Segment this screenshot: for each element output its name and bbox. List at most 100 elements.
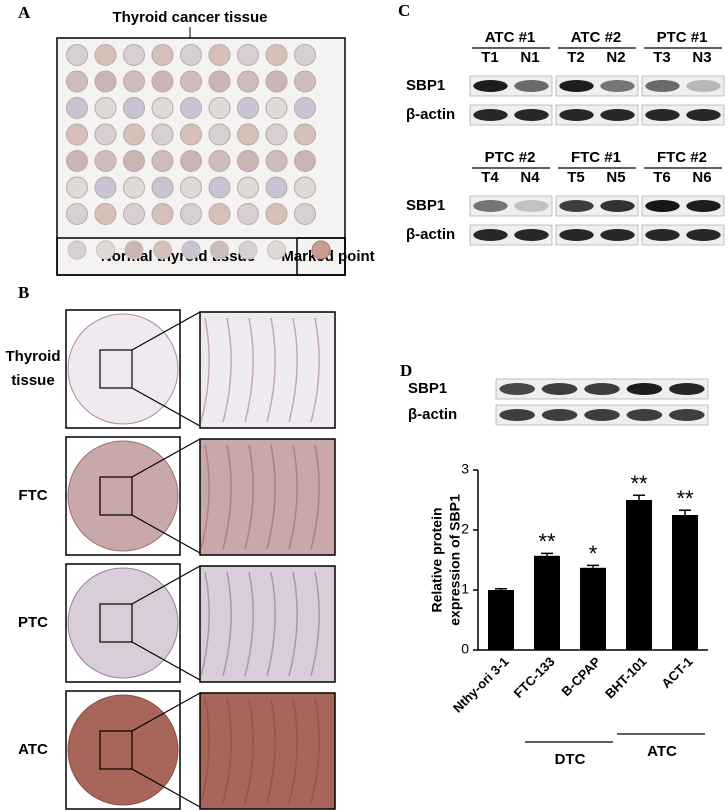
band	[473, 200, 508, 212]
tissue-texture	[222, 571, 232, 677]
core	[180, 176, 202, 199]
lane-label: T4	[481, 169, 499, 186]
core	[94, 176, 117, 199]
marked-core	[311, 240, 331, 260]
lane-label: T6	[653, 169, 671, 186]
tissue-texture	[288, 317, 298, 423]
core	[66, 123, 88, 146]
lane-label: N5	[606, 169, 625, 186]
band	[473, 109, 508, 121]
core	[237, 97, 259, 119]
lane-label: N1	[520, 49, 539, 66]
core	[210, 240, 229, 260]
bar	[488, 590, 514, 650]
tissue-texture	[310, 571, 320, 677]
core	[180, 123, 202, 146]
core	[265, 44, 288, 66]
y-axis-label: Relative protein	[429, 507, 445, 612]
core	[294, 70, 316, 93]
core	[208, 150, 231, 172]
error-bar	[679, 509, 691, 515]
zoom-line	[131, 438, 201, 478]
band	[514, 109, 549, 121]
zoom-line	[131, 768, 201, 808]
core	[180, 70, 202, 93]
band	[600, 200, 635, 212]
core	[294, 123, 316, 146]
core	[66, 70, 88, 93]
core	[151, 203, 174, 225]
tissue-texture	[244, 444, 254, 550]
band	[600, 80, 635, 92]
marked-label: Marked point	[281, 248, 374, 265]
panel-c: ATC #1 T1 N1 ATC #2 T2 N2 PTC #1 T3 N3 PTC #2 T4 N4…	[406, 29, 725, 246]
core	[94, 203, 117, 225]
core-image	[67, 567, 179, 679]
tissue-texture	[200, 698, 210, 804]
y-tick-label: 0	[461, 641, 469, 657]
core	[208, 176, 231, 199]
core	[153, 240, 172, 260]
band	[668, 383, 705, 395]
bar	[626, 500, 652, 650]
core	[151, 44, 174, 66]
zoom-line	[131, 514, 201, 554]
core	[94, 123, 117, 146]
core	[180, 203, 202, 225]
core	[267, 240, 286, 260]
band	[668, 409, 705, 421]
core	[208, 70, 231, 93]
core	[123, 150, 145, 172]
zoom-box	[99, 730, 133, 770]
panel-b: Thyroid tissue FTC PTC ATC	[6, 309, 336, 810]
tissue-texture	[222, 317, 232, 423]
core	[180, 44, 202, 66]
core	[265, 123, 288, 146]
group-label: PTC #2	[485, 149, 536, 166]
core	[123, 97, 145, 119]
error-bar	[495, 588, 507, 590]
core	[237, 44, 259, 66]
core	[180, 150, 202, 172]
core	[208, 44, 231, 66]
panel-label: B	[18, 283, 29, 302]
panel-d: SBP1 β-actin 0 1 2 3 Relative protein expressio…	[408, 378, 709, 768]
x-tick-label: ACT-1	[658, 654, 695, 691]
blot-label: SBP1	[408, 380, 447, 397]
core-image	[67, 313, 179, 425]
marked-frame	[296, 237, 346, 276]
tissue-texture	[266, 698, 276, 804]
row-label: Thyroid	[6, 348, 61, 365]
error-bar	[633, 494, 645, 500]
core	[151, 176, 174, 199]
band	[645, 80, 680, 92]
band	[626, 383, 663, 395]
band	[584, 409, 620, 421]
lane-label: T3	[653, 49, 671, 66]
zoom-box	[99, 476, 133, 516]
blot-label: β-actin	[408, 406, 457, 423]
tissue-texture	[288, 571, 298, 677]
group-label: FTC #2	[657, 149, 707, 166]
tissue-texture	[310, 444, 320, 550]
group-label: PTC #1	[657, 29, 708, 46]
tissue-texture	[288, 698, 298, 804]
zoom-line	[131, 641, 201, 681]
core	[237, 176, 259, 199]
core	[265, 150, 288, 172]
lane-label: T5	[567, 169, 585, 186]
core	[208, 203, 231, 225]
core	[294, 203, 316, 225]
tissue-texture	[244, 698, 254, 804]
core	[66, 203, 88, 225]
array-cores	[66, 44, 331, 260]
lane-label: N2	[606, 49, 625, 66]
core	[66, 44, 88, 66]
core	[123, 203, 145, 225]
core	[66, 176, 88, 199]
panel-label: D	[400, 361, 412, 380]
tissue-texture	[266, 444, 276, 550]
core	[265, 70, 288, 93]
tissue-texture	[310, 698, 320, 804]
band	[645, 229, 680, 241]
